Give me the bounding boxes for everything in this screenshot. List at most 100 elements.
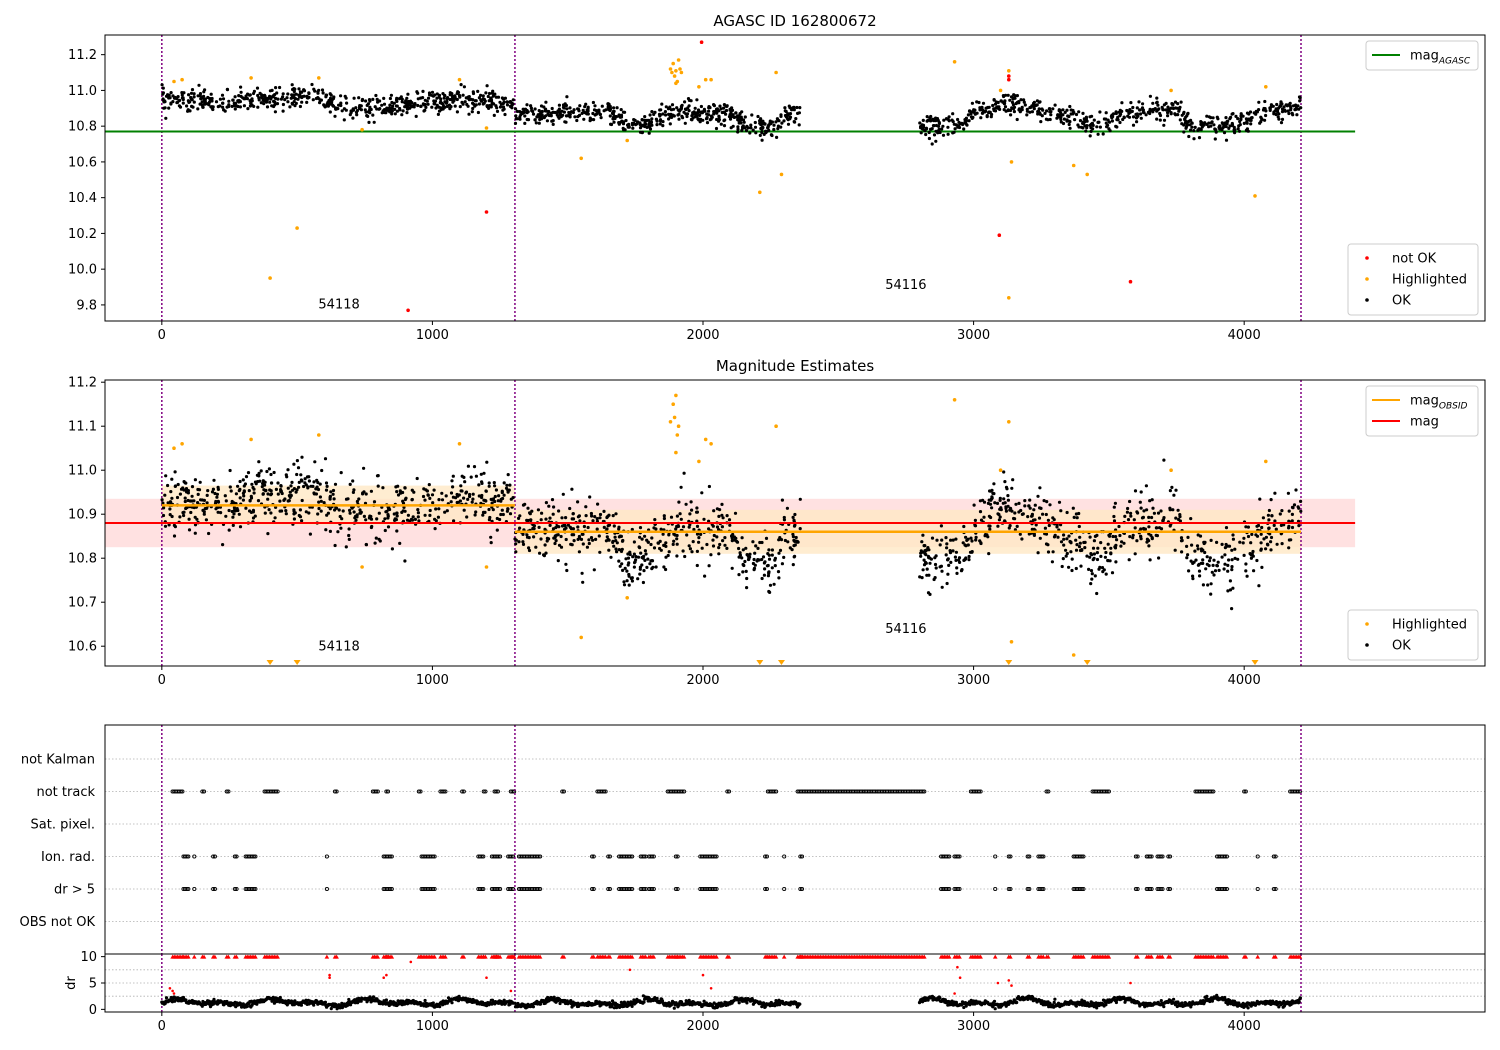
- agasc-ok-point: [233, 95, 237, 99]
- estimates-ok-point: [970, 539, 974, 543]
- flags-marker: [512, 789, 517, 794]
- agasc-ok-point: [271, 94, 275, 98]
- flags-marker: [1224, 886, 1229, 892]
- agasc-ok-point: [942, 118, 946, 122]
- agasc-ok-point: [981, 111, 985, 115]
- estimates-ok-point: [707, 564, 711, 568]
- estimates-ok-point: [988, 527, 992, 531]
- estimates-ok-point: [364, 492, 368, 496]
- agasc-ok-point: [585, 112, 589, 116]
- flags-marker: [1039, 854, 1044, 859]
- agasc-ok-point: [1239, 112, 1243, 116]
- estimates-ok-point: [1112, 514, 1116, 519]
- agasc-ok-point: [476, 89, 480, 93]
- estimates-ok-point: [752, 557, 756, 562]
- estimates-ok-point: [1297, 524, 1301, 528]
- flags-marker: [1008, 886, 1013, 892]
- estimates-ok-point: [1096, 546, 1100, 550]
- estimates-ok-point: [638, 526, 643, 530]
- estimates-ok-point: [1228, 588, 1233, 592]
- estimates-ok-point: [1129, 511, 1133, 515]
- agasc-ok-point: [237, 99, 241, 103]
- estimates-ok-point: [625, 569, 629, 573]
- agasc-ok-point: [302, 94, 306, 98]
- agasc-ok-point: [298, 104, 302, 109]
- estimates-ok-point: [1226, 569, 1230, 573]
- agasc-ok-point: [198, 92, 203, 96]
- estimates-ok-point: [211, 487, 215, 491]
- estimates-ok-point: [1072, 515, 1076, 520]
- estimates-ok-point: [1215, 563, 1219, 568]
- estimates-ok-point: [620, 547, 624, 551]
- estimates-ok-point: [630, 527, 634, 532]
- estimates-ok-point: [229, 489, 233, 493]
- dr-point: [371, 995, 376, 999]
- agasc-ok-point: [736, 130, 740, 134]
- estimates-highlighted-point: [317, 433, 321, 437]
- estimates-ok-point: [932, 577, 936, 582]
- agasc-ok-point: [652, 112, 656, 116]
- estimates-ok-point: [172, 534, 177, 538]
- estimates-ok-point: [1074, 566, 1078, 571]
- agasc-ok-point: [357, 96, 361, 100]
- agasc-ok-point: [1053, 103, 1057, 107]
- estimates-ok-point: [1108, 534, 1112, 538]
- agasc-ok-point: [473, 99, 477, 103]
- estimates-ok-point: [1010, 486, 1014, 490]
- flags-marker: [799, 854, 805, 859]
- agasc-ok-point: [278, 85, 282, 90]
- agasc-ok-point: [190, 88, 195, 92]
- estimates-ok-point: [333, 508, 337, 512]
- estimates-ok-point: [1015, 524, 1019, 529]
- estimates-ok-point: [1196, 547, 1200, 551]
- estimates-ok-point: [369, 517, 374, 521]
- agasc-ok-point: [612, 120, 616, 124]
- flags-row-label: Sat. pixel.: [31, 818, 95, 833]
- estimates-ok-point: [992, 482, 996, 486]
- estimates-ok-point: [681, 549, 685, 553]
- estimates-ok-point: [509, 497, 513, 501]
- agasc-ok-point: [1106, 123, 1110, 127]
- estimates-ok-point: [993, 501, 997, 505]
- agasc-ok-point: [1215, 115, 1219, 119]
- estimates-ok-point: [287, 499, 291, 503]
- estimates-ok-point: [1289, 538, 1293, 542]
- estimates-ok-point: [925, 567, 929, 571]
- estimates-highlighted-point: [697, 459, 701, 464]
- estimates-ok-point: [1223, 562, 1227, 566]
- estimates-ok-point: [462, 508, 466, 512]
- agasc-ok-point: [523, 121, 527, 125]
- agasc-ok-point: [563, 102, 567, 106]
- agasc-ok-point: [1148, 94, 1152, 98]
- estimates-ok-point: [1062, 533, 1066, 537]
- agasc-ok-point: [1059, 117, 1063, 121]
- estimates-ok-point: [974, 538, 978, 542]
- estimates-ok-point: [297, 513, 301, 518]
- flags-marker: [1158, 886, 1163, 892]
- estimates-ok-point: [487, 484, 491, 488]
- estimates-ok-point: [945, 581, 949, 586]
- estimates-ok-point: [1299, 499, 1303, 503]
- agasc-ok-point: [1186, 112, 1190, 116]
- estimates-ok-point: [615, 541, 619, 545]
- estimates-ok-point: [1017, 501, 1021, 505]
- estimates-ok-point: [1113, 546, 1118, 550]
- agasc-ok-point: [225, 105, 229, 109]
- agasc-ok-point: [1017, 107, 1022, 111]
- estimates-top-legend-label: mag: [1410, 415, 1439, 430]
- flags-marker: [253, 886, 258, 892]
- agasc-ok-point: [1257, 108, 1261, 112]
- flags-marker: [332, 789, 338, 794]
- estimates-ok-point: [949, 560, 953, 565]
- estimates-ok-point: [466, 464, 470, 468]
- agasc-ok-point: [1138, 112, 1143, 116]
- estimates-ok-point: [285, 475, 289, 479]
- flags-marker: [1223, 886, 1228, 892]
- agasc-ok-point: [515, 109, 519, 113]
- estimates-ok-point: [1122, 541, 1126, 545]
- agasc-ok-point: [967, 119, 971, 123]
- agasc-ok-point: [395, 109, 399, 113]
- estimates-ok-point: [417, 519, 421, 523]
- estimates-ok-point: [690, 550, 694, 554]
- flags-marker: [232, 854, 237, 859]
